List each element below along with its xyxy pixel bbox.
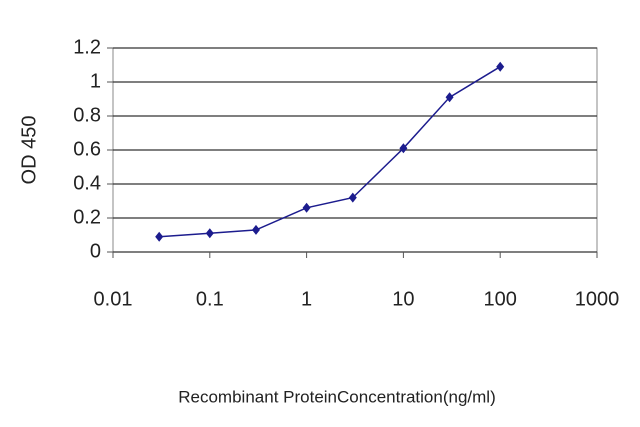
x-tick-label: 10 <box>392 288 414 310</box>
data-point <box>445 92 454 103</box>
data-point <box>399 143 408 154</box>
y-tick-label: 1.2 <box>73 36 101 58</box>
y-tick-label: 0.2 <box>73 206 101 228</box>
data-point <box>302 202 311 213</box>
y-tick-label: 1 <box>90 70 101 92</box>
x-tick-label: 1 <box>301 288 312 310</box>
x-tick-label: 1000 <box>575 288 620 310</box>
data-point <box>348 192 357 203</box>
x-axis-label: Recombinant ProteinConcentration(ng/ml) <box>178 387 496 406</box>
x-tick-label: 0.1 <box>196 288 224 310</box>
data-point <box>496 61 505 72</box>
x-tick-label: 0.01 <box>94 288 133 310</box>
data-line <box>159 66 501 238</box>
y-axis-label: OD 450 <box>18 116 40 185</box>
data-point <box>155 231 164 242</box>
y-tick-label: 0 <box>90 240 101 262</box>
data-point <box>251 224 260 235</box>
data-point <box>205 228 214 239</box>
y-tick-label: 0.4 <box>73 172 101 194</box>
y-tick-label: 0.8 <box>73 104 101 126</box>
y-tick-label: 0.6 <box>73 138 101 160</box>
x-tick-label: 100 <box>484 288 517 310</box>
